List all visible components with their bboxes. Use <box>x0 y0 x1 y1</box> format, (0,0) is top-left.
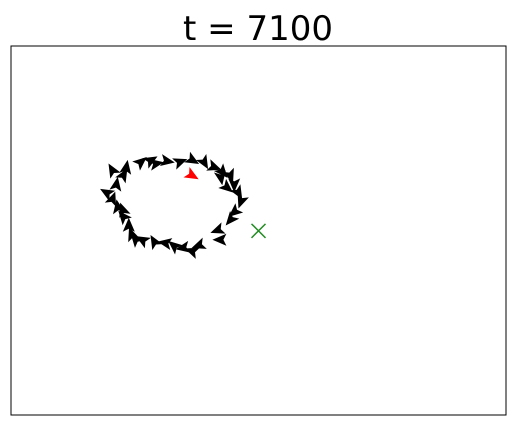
agent-arrow-29 <box>109 176 122 192</box>
agent-arrow-21 <box>150 234 163 251</box>
agent-arrow-10 <box>222 167 234 184</box>
agent-arrow-5 <box>172 158 188 170</box>
agent-arrow-2 <box>132 157 147 171</box>
agent-arrow-14 <box>228 203 244 217</box>
agent-arrow-8 <box>206 159 222 171</box>
agent-arrow-36 <box>119 202 131 218</box>
agent-arrow-4 <box>159 154 175 166</box>
agent-arrow-13 <box>237 193 249 209</box>
chart-title: t = 7100 <box>183 9 333 49</box>
agent-arrow-20 <box>157 238 173 250</box>
agent-arrow-31 <box>142 156 158 169</box>
data-marks <box>100 151 267 259</box>
agent-arrow-18 <box>175 240 191 253</box>
agent-arrow-35 <box>130 233 145 248</box>
agent-arrow-7 <box>195 154 209 170</box>
agent-arrow-24 <box>122 217 135 232</box>
agent-arrow-6 <box>184 151 200 164</box>
agent-arrow-23 <box>128 227 140 243</box>
agent-arrow-32 <box>218 178 233 193</box>
agent-arrow-33 <box>225 210 240 226</box>
agent-arrow-1 <box>119 159 132 175</box>
agent-arrow-27 <box>104 191 117 207</box>
agent-arrow-0 <box>108 163 121 179</box>
agent-arrow-15 <box>210 222 226 234</box>
agent-arrow-19 <box>168 240 183 255</box>
highlighted-agent-arrow-0 <box>183 167 199 180</box>
agent-arrow-34 <box>191 237 207 249</box>
agent-arrow-30 <box>115 168 128 184</box>
agent-arrow-11 <box>228 178 241 193</box>
agent-arrow-16 <box>212 233 227 246</box>
target-x-marker <box>250 223 267 239</box>
agent-arrow-28 <box>100 188 116 202</box>
agent-arrow-37 <box>213 170 226 186</box>
